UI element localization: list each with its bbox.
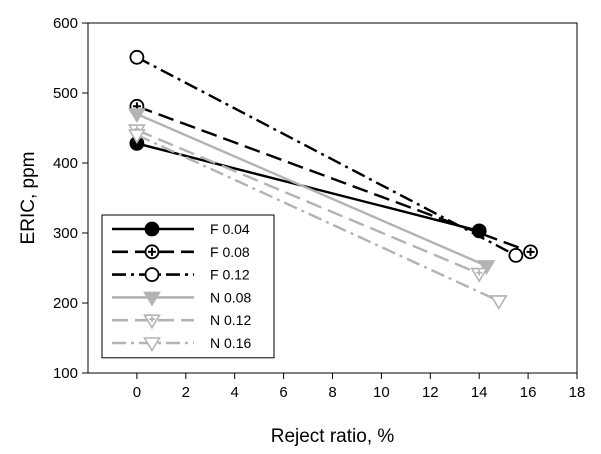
data-point bbox=[127, 108, 146, 124]
series-line-4 bbox=[136, 128, 480, 275]
x-tick-label: 6 bbox=[279, 384, 287, 401]
legend-label: F 0.12 bbox=[210, 267, 250, 283]
legend-marker bbox=[143, 314, 161, 330]
x-tick-label: 0 bbox=[133, 384, 141, 401]
y-axis-title: ERIC, ppm bbox=[18, 152, 39, 245]
marker-body bbox=[508, 247, 524, 263]
marker-body bbox=[127, 108, 146, 124]
marker-body bbox=[143, 291, 161, 307]
data-point bbox=[523, 244, 538, 260]
series-line-3 bbox=[136, 112, 488, 268]
data-point bbox=[129, 49, 145, 65]
legend-label: N 0.08 bbox=[210, 289, 251, 305]
series-line-1 bbox=[136, 105, 531, 254]
y-tick-label: 100 bbox=[53, 365, 78, 382]
data-point bbox=[489, 295, 508, 310]
data-point bbox=[127, 129, 146, 145]
series-line-2 bbox=[136, 56, 517, 257]
x-tick-label: 4 bbox=[231, 384, 239, 401]
marker-body bbox=[144, 267, 160, 283]
data-point bbox=[470, 267, 489, 283]
data-point bbox=[508, 247, 524, 263]
legend-label: N 0.12 bbox=[210, 312, 251, 328]
x-tick-label: 2 bbox=[182, 384, 190, 401]
x-tick-label: 10 bbox=[373, 384, 390, 401]
y-tick-label: 600 bbox=[53, 15, 78, 32]
marker-body bbox=[477, 260, 496, 275]
legend-box bbox=[101, 214, 275, 359]
legend-marker bbox=[144, 267, 160, 283]
legend-label: N 0.16 bbox=[210, 335, 251, 351]
x-tick-label: 12 bbox=[422, 384, 439, 401]
marker-body bbox=[127, 129, 146, 145]
legend-marker bbox=[144, 221, 160, 237]
x-axis-title: Reject ratio, % bbox=[271, 426, 395, 447]
y-tick-label: 500 bbox=[53, 85, 78, 102]
x-tick-label: 18 bbox=[569, 384, 586, 401]
plot-area: 0 2 4 6 8 10 12 14 16 18 100 200 300 400 500 600 bbox=[53, 15, 585, 401]
x-tick-label: 14 bbox=[471, 384, 488, 401]
legend-label: F 0.08 bbox=[210, 244, 250, 260]
legend: F 0.04 F 0.08 F 0.12 N 0.08 N 0.12 N 0.16 bbox=[101, 214, 275, 359]
legend-marker bbox=[144, 244, 160, 260]
legend-marker bbox=[143, 337, 161, 353]
x-tick-label: 8 bbox=[328, 384, 336, 401]
marker-body bbox=[489, 295, 508, 310]
marker-body bbox=[143, 337, 161, 353]
x-tick-label: 16 bbox=[520, 384, 537, 401]
data-point bbox=[477, 260, 496, 275]
series-line-5 bbox=[136, 133, 500, 302]
marker-body bbox=[144, 221, 160, 237]
y-tick-label: 200 bbox=[53, 295, 78, 312]
legend-label: F 0.04 bbox=[210, 221, 250, 237]
marker-body bbox=[129, 49, 145, 65]
y-tick-label: 300 bbox=[53, 225, 78, 242]
y-tick-label: 400 bbox=[53, 155, 78, 172]
legend-marker bbox=[143, 291, 161, 307]
